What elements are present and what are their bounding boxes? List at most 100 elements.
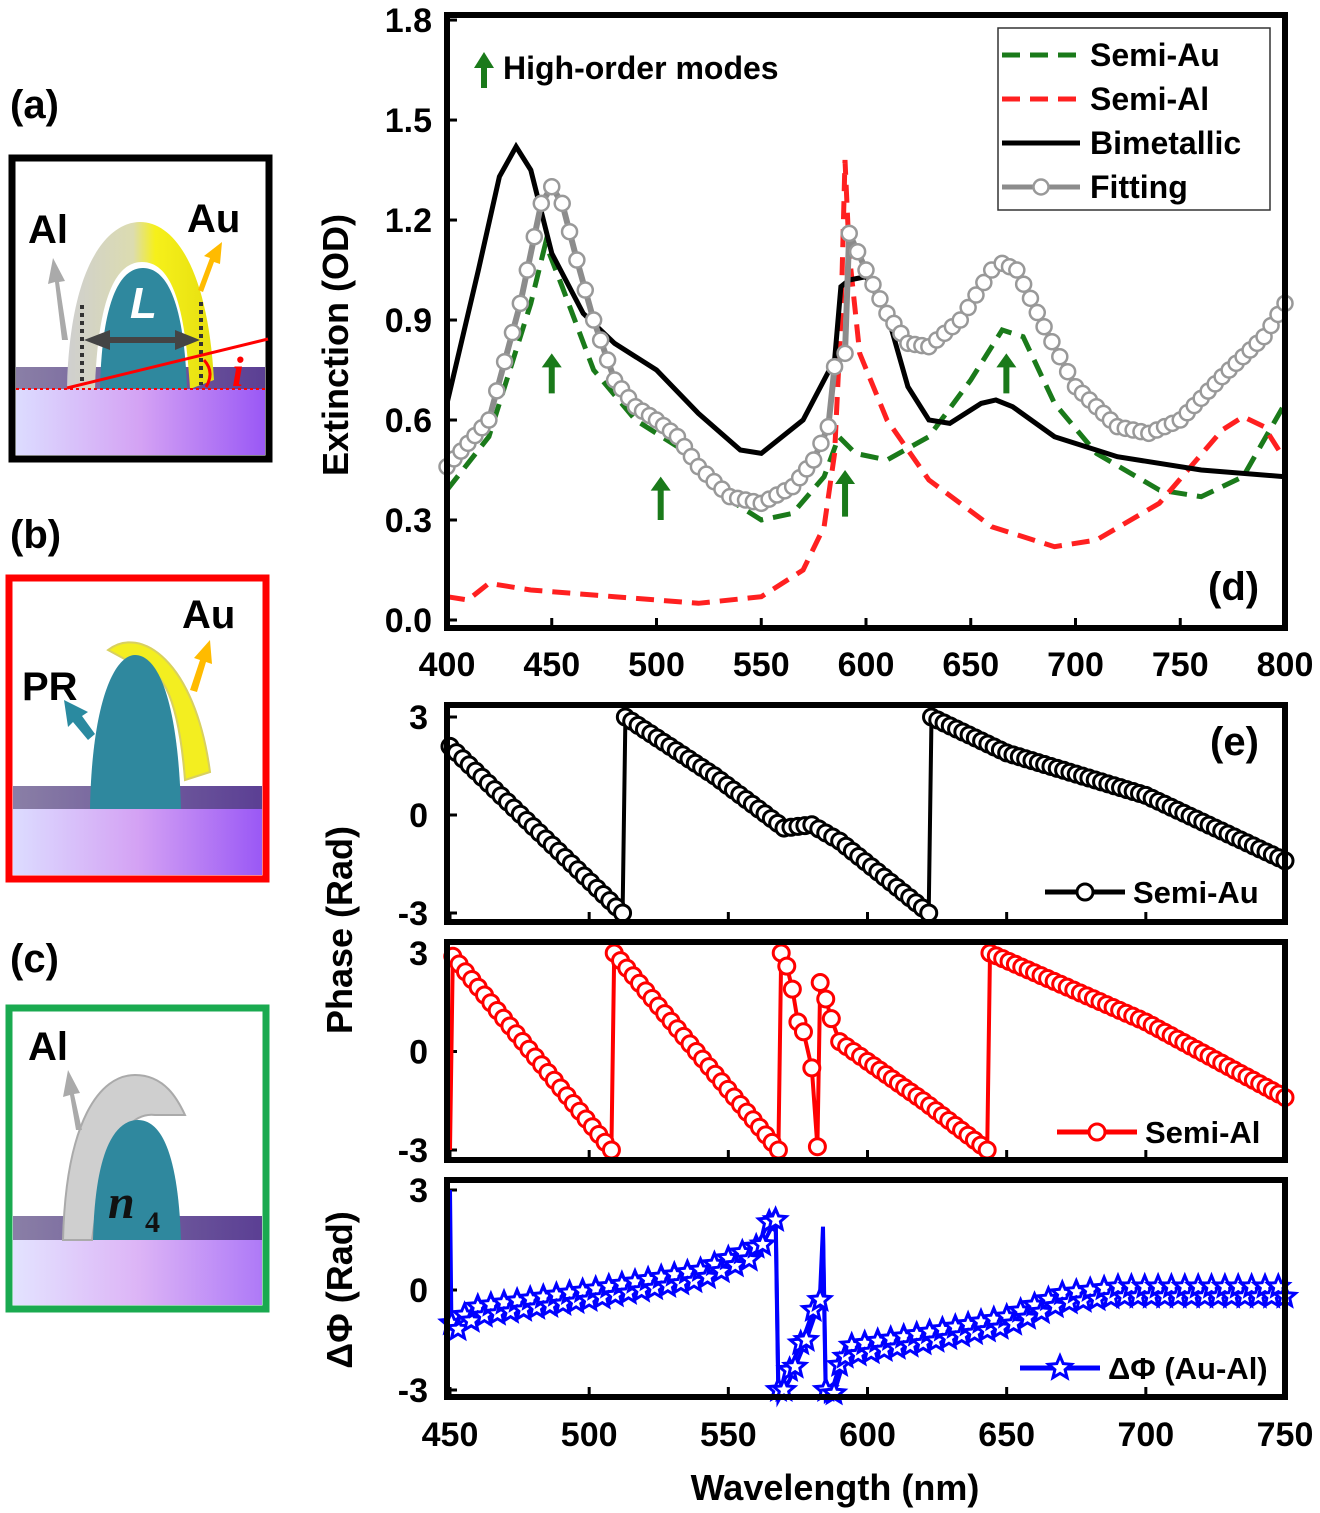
legend-marker (1044, 1352, 1076, 1381)
data-point (821, 1009, 841, 1029)
x-tick-label: 750 (1152, 646, 1209, 684)
data-point (967, 286, 985, 304)
data-point (804, 451, 823, 469)
panel-label-a: (a) (10, 83, 59, 127)
panel-label-c: (c) (10, 937, 59, 981)
plot-frame (444, 12, 1288, 631)
x-tick-label: 750 (1257, 1416, 1314, 1454)
x-tick-label: 700 (1117, 1416, 1174, 1454)
plots: 0.0 0.3 0.6 0.9 1.2 1.5 1.8 400 450 500 550 600 650 7… (385, 2, 1314, 1454)
data-point (802, 1058, 822, 1078)
data-point (807, 1137, 827, 1157)
chart-e-1: -3 0 3 Semi-Au (398, 699, 1295, 933)
data-point (951, 311, 970, 329)
green-arrow-icon (541, 353, 562, 394)
core (100, 268, 187, 389)
data-point (768, 1140, 788, 1160)
data-point (777, 956, 797, 976)
x-tick-label: 650 (942, 646, 999, 684)
data-point (1021, 289, 1040, 308)
data-point (748, 1229, 777, 1257)
label-au: Au (187, 197, 240, 241)
legend-label: Fitting (1090, 169, 1188, 205)
data-point (495, 352, 514, 371)
data-point (1008, 261, 1026, 279)
data-point (1043, 332, 1061, 351)
data-point (792, 1325, 821, 1353)
metal-shell (67, 222, 214, 389)
y-tick-label: -3 (398, 1372, 428, 1410)
green-arrow-icon (835, 470, 856, 517)
data-point (1051, 347, 1069, 366)
au-arrow-icon (190, 640, 212, 692)
data-point (975, 273, 993, 292)
data-point (816, 989, 836, 1009)
label-pr: PR (22, 665, 78, 709)
data-point (734, 1244, 764, 1272)
x-tick-label: 550 (700, 1416, 757, 1454)
schematic-a: (a) L i Al Au (8, 83, 273, 463)
legend-label: ΔΦ (Au-Al) (1108, 1351, 1268, 1386)
plot-frame (444, 939, 1288, 1163)
legend-label: Semi-Au (1133, 875, 1259, 910)
data-point (977, 1140, 997, 1160)
green-arrow-icon (650, 476, 671, 521)
y-tick-label: 1.5 (385, 102, 432, 140)
series-Semi-Al (443, 943, 1295, 1160)
x-tick-label: 700 (1047, 646, 1104, 684)
plot-frame (444, 702, 1288, 925)
data-point (1058, 362, 1077, 381)
data-point (871, 290, 889, 308)
legend-marker (1032, 178, 1050, 196)
label-al: Al (28, 1025, 68, 1069)
y-tick-label: -3 (398, 1132, 428, 1170)
data-point (793, 1022, 813, 1042)
panel-label-d: (d) (1208, 565, 1259, 609)
y-tick-label: 0.3 (385, 502, 432, 540)
data-point (503, 323, 522, 342)
data-point (480, 411, 498, 429)
series-line (446, 159, 1288, 606)
legend-label: Semi-Al (1145, 1115, 1260, 1150)
legend-arrow-icon (474, 52, 494, 88)
al-arrow-icon (63, 1070, 82, 1130)
y-tick-label: 0 (409, 797, 428, 835)
chart-d: 0.0 0.3 0.6 0.9 1.2 1.5 1.8 400 450 500 550 600 650 7… (385, 2, 1314, 684)
annotation-high-order-modes: High-order modes (503, 50, 779, 86)
series-line (445, 235, 1288, 523)
y-tick-label: -3 (398, 895, 428, 933)
legend-label: Semi-Al (1090, 81, 1209, 117)
data-point (810, 973, 830, 993)
series-ΔΦ (Au-Al) (437, 1189, 1300, 1408)
panel-label-e: (e) (1210, 720, 1259, 764)
y-axis-label-delta-phi: ΔΦ (Rad) (319, 1211, 360, 1368)
data-point (598, 351, 617, 369)
data-point (591, 331, 610, 349)
double-arrow-icon (84, 330, 200, 350)
incidence-line (66, 337, 269, 390)
y-tick-label: 0.9 (385, 302, 432, 340)
legend-marker (1075, 882, 1095, 902)
data-point (857, 261, 875, 279)
data-point (864, 275, 882, 294)
legend-d: Semi-Au Semi-Al Bimetallic Fitting (997, 27, 1271, 211)
y-tick-label: 3 (409, 935, 428, 973)
data-point (584, 311, 603, 329)
schematic-b: (b) PR Au (5, 513, 270, 883)
data-point (1028, 303, 1047, 322)
green-arrow-icon (996, 353, 1017, 394)
data-point (525, 227, 544, 246)
data-point (919, 903, 939, 923)
schematic-c: (c) n 4 Al (5, 937, 270, 1313)
y-tick-label: 0 (409, 1272, 428, 1310)
data-point (1035, 317, 1053, 336)
data-point (840, 224, 858, 243)
data-point (560, 222, 579, 241)
index-subscript: 4 (145, 1206, 160, 1239)
x-tick-label: 500 (561, 1416, 618, 1454)
series-fitting (438, 177, 1294, 513)
data-point (518, 261, 537, 279)
data-point (825, 357, 844, 376)
angle-symbol: i (232, 350, 244, 396)
